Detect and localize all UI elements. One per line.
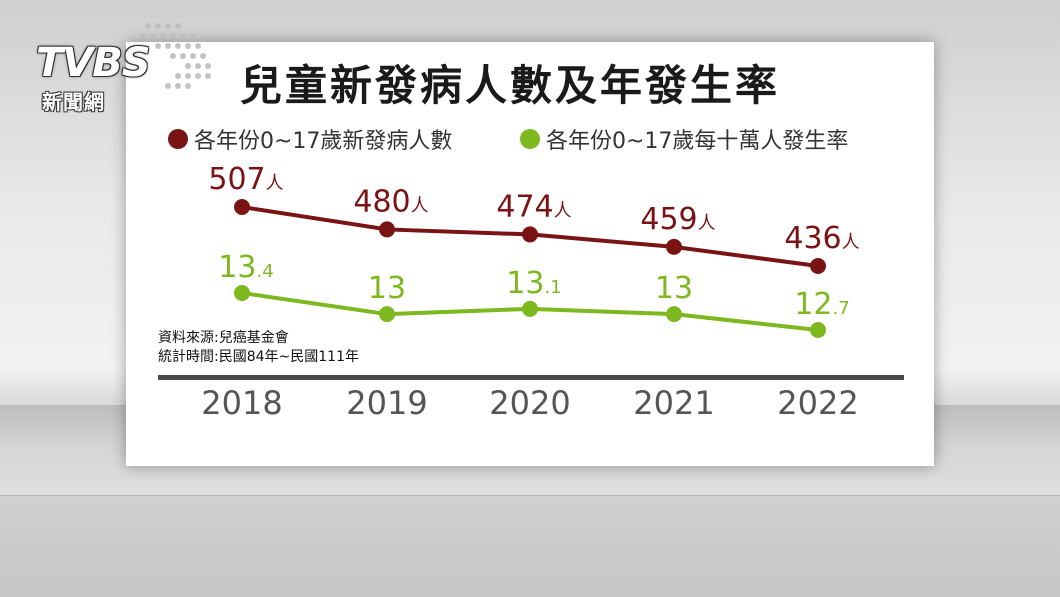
data-label-0-2: 474人 xyxy=(496,189,571,224)
data-label-1-1: 13 xyxy=(368,271,406,306)
period-line: 統計時間:民國84年~民國111年 xyxy=(158,349,359,365)
data-point-1-2 xyxy=(522,300,538,317)
data-label-0-1: 480人 xyxy=(353,184,428,219)
data-label-0-0: 507人 xyxy=(208,162,283,197)
x-tick-label: 2021 xyxy=(633,384,714,422)
data-label-1-3: 13 xyxy=(655,271,693,306)
legend-label-rate: 各年份0~17歲每十萬人發生率 xyxy=(546,129,849,154)
data-label-0-4: 436人 xyxy=(784,221,859,256)
logo-dots-icon xyxy=(140,23,211,89)
data-label-1-0: 13.4 xyxy=(218,250,273,285)
data-point-1-1 xyxy=(379,306,395,323)
x-tick-label: 2022 xyxy=(777,384,858,422)
chart-title: 兒童新發病人數及年發生率 xyxy=(240,61,781,110)
logo-subtitle: 新聞網 xyxy=(42,90,105,114)
logo-text: TVBS xyxy=(36,40,151,86)
data-point-0-2 xyxy=(522,226,538,243)
source-note: 資料來源:兒癌基金會 統計時間:民國84年~民國111年 xyxy=(158,329,359,367)
data-point-0-0 xyxy=(234,199,250,215)
legend-swatch-rate xyxy=(520,129,540,149)
data-label-0-3: 459人 xyxy=(640,202,715,237)
data-point-0-1 xyxy=(379,221,395,238)
x-tick-label: 2018 xyxy=(201,384,282,422)
data-label-1-4: 12.7 xyxy=(794,287,849,322)
chart-card xyxy=(126,42,934,466)
x-axis-line xyxy=(158,375,904,380)
background-shelf-edge xyxy=(0,495,1060,597)
legend-label-cases: 各年份0~17歲新發病人數 xyxy=(194,129,453,154)
data-point-1-0 xyxy=(234,285,250,301)
tvbs-logo: TVBS 新聞網 xyxy=(30,18,220,118)
source-line: 資料來源:兒癌基金會 xyxy=(158,330,289,346)
legend-item-cases: 各年份0~17歲新發病人數 xyxy=(168,124,452,154)
data-point-1-3 xyxy=(666,306,682,323)
legend-item-rate: 各年份0~17歲每十萬人發生率 xyxy=(520,124,848,154)
data-point-0-4 xyxy=(810,258,826,274)
data-point-0-3 xyxy=(666,238,682,255)
x-tick-label: 2020 xyxy=(489,384,570,422)
x-tick-label: 2019 xyxy=(346,384,427,422)
data-point-1-4 xyxy=(810,322,826,338)
legend-swatch-cases xyxy=(168,129,188,149)
data-label-1-2: 13.1 xyxy=(506,266,561,301)
